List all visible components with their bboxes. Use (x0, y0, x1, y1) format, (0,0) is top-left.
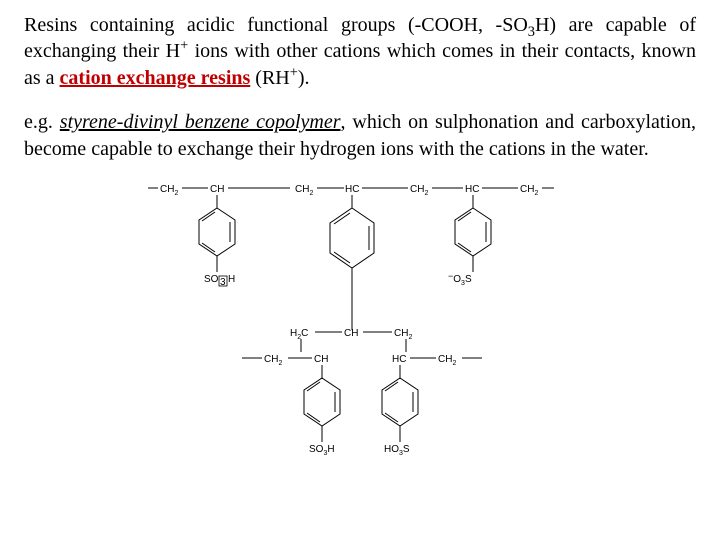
label-hc-1: HC (345, 184, 359, 195)
p1-sup-1: + (180, 38, 188, 54)
label-so3h-1: SO (204, 274, 219, 285)
p1-text-1: Resins containing acidic functional grou… (24, 14, 528, 36)
label-hc-b: HC (392, 354, 406, 365)
label-ch2-3: CH2 (410, 184, 428, 197)
label-ch2-4: CH2 (520, 184, 538, 197)
label-ho3s: HO3S (384, 444, 410, 457)
label-o3s-neg: −O3S (448, 271, 472, 287)
label-ch-1: CH (210, 184, 224, 195)
paragraph-1: Resins containing acidic functional grou… (24, 12, 696, 91)
label-so3h-2: SO3H (309, 444, 335, 457)
label-hc-2: HC (465, 184, 479, 195)
polymer-structure-svg: CH2 CH CH2 HC CH2 HC CH2 SO 3 H −O3S H2C… (130, 180, 590, 480)
paragraph-2: e.g. styrene-divinyl benzene copolymer, … (24, 109, 696, 162)
label-ch2-mid: CH2 (394, 328, 412, 341)
p1-text-4: (RH (250, 67, 289, 89)
label-ch-mid: CH (344, 328, 358, 339)
label-ch2-b1: CH2 (264, 354, 282, 367)
p2-text-1: e.g. (24, 111, 60, 133)
label-so3h-1-sub: 3 (220, 277, 226, 288)
label-ch2-2: CH2 (295, 184, 313, 197)
label-ch-b: CH (314, 354, 328, 365)
chemical-structure-diagram: CH2 CH CH2 HC CH2 HC CH2 SO 3 H −O3S H2C… (24, 180, 696, 480)
label-ch2-1: CH2 (160, 184, 178, 197)
label-ch2-b2: CH2 (438, 354, 456, 367)
p2-emphasis: styrene-divinyl benzene copolymer (60, 111, 341, 133)
p1-text-5: ). (298, 67, 310, 89)
p1-sub-1: 3 (528, 24, 535, 40)
p1-sup-2: + (290, 64, 298, 80)
label-so3h-1-h: H (228, 274, 235, 285)
benzene-ring-2 (330, 208, 374, 268)
p1-emphasis: cation exchange resins (60, 67, 251, 89)
label-h2c-mid: H2C (290, 328, 308, 341)
